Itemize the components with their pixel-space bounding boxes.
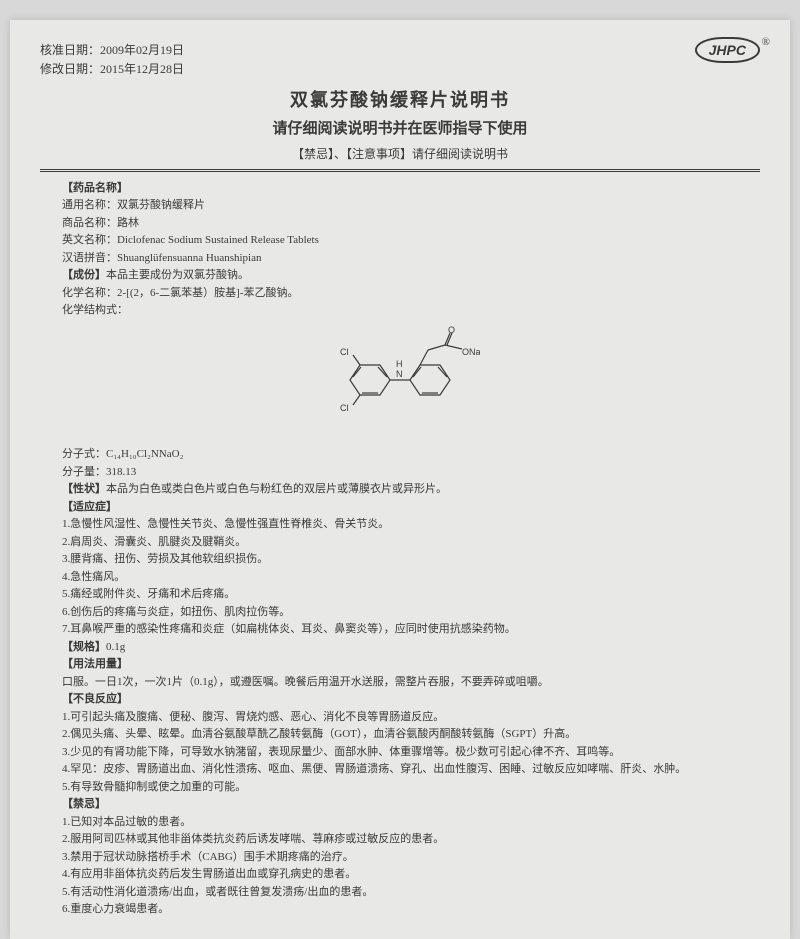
svg-text:Cl: Cl — [340, 403, 349, 413]
usage-text: 口服。一日1次，一次1片（0.1g），或遵医嘱。晚餐后用温开水送服，需整片吞服，… — [40, 674, 760, 691]
subtitle: 请仔细阅读说明书并在医师指导下使用 — [40, 118, 760, 141]
approval-date: 2009年02月19日 — [100, 43, 184, 57]
divider-thick — [40, 169, 760, 170]
contra-5: 5.有活动性消化道溃疡/出血，或者既往曾复发溃疡/出血的患者。 — [40, 884, 760, 901]
subnote: 【禁忌】、【注意事项】请仔细阅读说明书 — [40, 145, 760, 163]
logo: JHPC — [695, 37, 760, 63]
indication-head: 【适应症】 — [62, 501, 117, 513]
svg-text:Cl: Cl — [340, 347, 349, 357]
pinyin-label: 汉语拼音： — [62, 252, 117, 264]
chem-label: 化学名称： — [62, 287, 117, 299]
formula: C₁₄H₁₀Cl₂NNaO₂ — [106, 448, 183, 460]
indication-2: 2.肩周炎、滑囊炎、肌腱炎及腱鞘炎。 — [40, 534, 760, 551]
adverse-5: 5.有导致骨髓抑制或使之加重的可能。 — [40, 779, 760, 796]
spec-text: 0.1g — [106, 641, 125, 653]
indication-6: 6.创伤后的疼痛与炎症，如扭伤、肌肉拉伤等。 — [40, 604, 760, 621]
contra-1: 1.已知对本品过敏的患者。 — [40, 814, 760, 831]
indication-5: 5.痛经或附件炎、牙痛和术后疼痛。 — [40, 586, 760, 603]
dates-block: 核准日期：2009年02月19日 修改日期：2015年12月28日 — [40, 40, 184, 79]
chem-name: 2-[(2，6-二氯苯基）胺基]-苯乙酸钠。 — [117, 287, 298, 299]
usage-head: 【用法用量】 — [62, 658, 128, 670]
generic-name: 双氯芬酸钠缓释片 — [117, 199, 205, 211]
ingredient-main: 本品主要成份为双氯芬酸钠。 — [106, 269, 249, 281]
adverse-4: 4.罕见：皮疹、胃肠道出血、消化性溃疡、呕血、黑便、胃肠道溃疡、穿孔、出血性腹泻… — [40, 761, 760, 778]
eng-name: Diclofenac Sodium Sustained Release Tabl… — [117, 234, 319, 246]
mw-label: 分子量： — [62, 466, 106, 478]
trade-name: 路林 — [117, 217, 139, 229]
svg-text:ONa: ONa — [462, 347, 480, 357]
header-row: 核准日期：2009年02月19日 修改日期：2015年12月28日 JHPC ® — [40, 40, 760, 79]
character-text: 本品为白色或类白色片或白色与粉红色的双层片或薄膜衣片或异形片。 — [106, 483, 447, 495]
main-title: 双氯芬酸钠缓释片说明书 — [40, 87, 760, 114]
name-head: 【药品名称】 — [62, 182, 128, 194]
indication-3: 3.腰背痛、扭伤、劳损及其他软组织损伤。 — [40, 551, 760, 568]
adverse-1: 1.可引起头痛及腹痛、便秘、腹泻、胃烧灼感、恶心、消化不良等胃肠道反应。 — [40, 709, 760, 726]
indication-1: 1.急慢性风湿性、急慢性关节炎、急慢性强直性脊椎炎、骨关节炎。 — [40, 516, 760, 533]
adverse-2: 2.偶见头痛、头晕、眩晕。血清谷氨酸草酰乙酸转氨酶（GOT），血清谷氨酸丙酮酸转… — [40, 726, 760, 743]
revision-date: 2015年12月28日 — [100, 62, 184, 76]
struct-label: 化学结构式： — [62, 304, 128, 316]
approval-label: 核准日期： — [40, 43, 100, 57]
mw: 318.13 — [106, 466, 136, 478]
contra-6: 6.重度心力衰竭患者。 — [40, 901, 760, 918]
spec-head: 【规格】 — [62, 641, 106, 653]
revision-label: 修改日期： — [40, 62, 100, 76]
eng-label: 英文名称： — [62, 234, 117, 246]
formula-label: 分子式： — [62, 448, 106, 460]
indication-7: 7.耳鼻喉严重的感染性疼痛和炎症（如扁桃体炎、耳炎、鼻窦炎等），应同时使用抗感染… — [40, 621, 760, 638]
contra-3: 3.禁用于冠状动脉搭桥手术（CABG）围手术期疼痛的治疗。 — [40, 849, 760, 866]
svg-text:N: N — [396, 369, 403, 379]
character-head: 【性状】 — [62, 483, 106, 495]
chemical-structure: Cl Cl N H O ONa — [40, 325, 760, 441]
pinyin-name: Shuanglüfensuanna Huanshipian — [117, 252, 262, 264]
logo-wrap: JHPC ® — [695, 40, 760, 61]
contra-4: 4.有应用非甾体抗炎药后发生胃肠道出血或穿孔病史的患者。 — [40, 866, 760, 883]
document-page: 核准日期：2009年02月19日 修改日期：2015年12月28日 JHPC ®… — [10, 20, 790, 939]
divider-thin — [40, 171, 760, 172]
svg-text:O: O — [448, 325, 455, 335]
generic-label: 通用名称： — [62, 199, 117, 211]
structure-svg: Cl Cl N H O ONa — [320, 325, 480, 435]
adverse-3: 3.少见的有肾功能下降，可导致水钠潴留，表现尿量少、面部水肿、体重骤增等。极少数… — [40, 744, 760, 761]
svg-text:H: H — [396, 359, 403, 369]
ingredient-head: 【成份】 — [62, 269, 106, 281]
registered-mark: ® — [762, 34, 770, 51]
indication-4: 4.急性痛风。 — [40, 569, 760, 586]
trade-label: 商品名称： — [62, 217, 117, 229]
contra-2: 2.服用阿司匹林或其他非甾体类抗炎药后诱发哮喘、荨麻疹或过敏反应的患者。 — [40, 831, 760, 848]
adverse-head: 【不良反应】 — [62, 693, 128, 705]
